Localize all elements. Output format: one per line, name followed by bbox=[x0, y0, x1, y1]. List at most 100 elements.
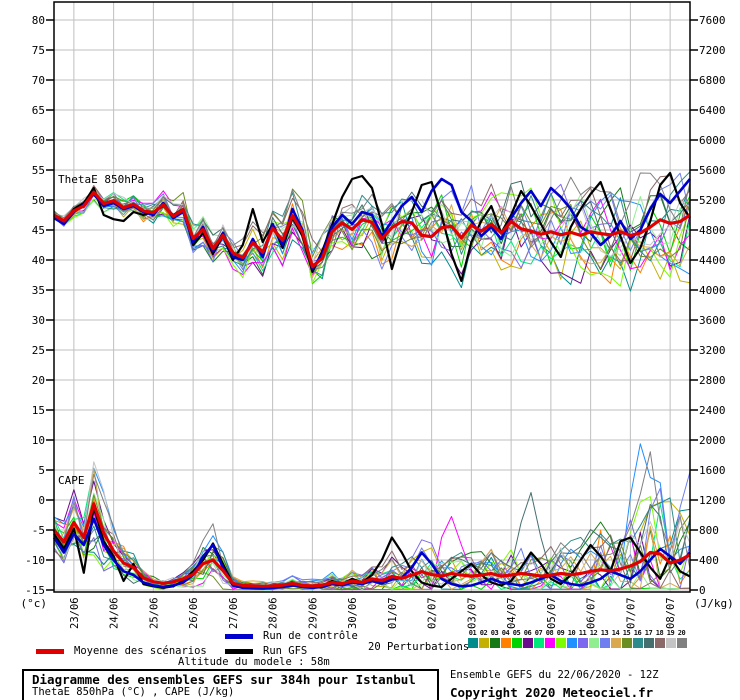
perturbation-key-cell: 08 bbox=[544, 629, 555, 648]
perturbation-number: 12 bbox=[589, 629, 598, 637]
left-tick-label: -15 bbox=[25, 584, 45, 597]
perturbation-number: 11 bbox=[578, 629, 587, 637]
perturbation-key-cell: 20 bbox=[676, 629, 687, 648]
perturbation-color-square bbox=[478, 638, 489, 648]
perturbation-key-cell: 02 bbox=[478, 629, 489, 648]
right-tick-label: 1600 bbox=[699, 464, 726, 477]
left-tick-label: -10 bbox=[25, 554, 45, 567]
perturbation-key-cell: 18 bbox=[654, 629, 665, 648]
date-tick-label: 06/07 bbox=[586, 597, 598, 629]
date-tick-label: 26/06 bbox=[188, 597, 200, 629]
perturbation-key-cell: 14 bbox=[610, 629, 621, 648]
perturbation-color-square bbox=[632, 638, 643, 648]
date-tick-label: 25/06 bbox=[148, 597, 160, 629]
perturbation-key-cell: 06 bbox=[522, 629, 533, 648]
perturbation-color-square bbox=[489, 638, 500, 648]
left-tick-label: 10 bbox=[32, 434, 45, 447]
perturbation-number: 18 bbox=[655, 629, 664, 637]
left-tick-label: 30 bbox=[32, 314, 45, 327]
left-tick-label: 5 bbox=[38, 464, 45, 477]
perturbation-key-cell: 09 bbox=[555, 629, 566, 648]
right-tick-label: 4400 bbox=[699, 254, 726, 267]
perturbation-number: 02 bbox=[479, 629, 488, 637]
thetae-panel-label: ThetaE 850hPa bbox=[58, 173, 144, 186]
perturbation-thetae-line bbox=[53, 172, 691, 270]
perturbation-color-square bbox=[511, 638, 522, 648]
perturbation-key-cell: 03 bbox=[489, 629, 500, 648]
right-tick-label: 800 bbox=[699, 524, 719, 537]
perturbation-number: 09 bbox=[556, 629, 565, 637]
control-line-swatch bbox=[225, 633, 253, 639]
perturbation-thetae-line bbox=[53, 191, 691, 265]
perturbation-key-cell: 17 bbox=[643, 629, 654, 648]
left-tick-label: 80 bbox=[32, 14, 45, 27]
right-tick-label: 7200 bbox=[699, 44, 726, 57]
legend-control-label: Run de contrôle bbox=[263, 630, 358, 642]
date-tick-label: 04/07 bbox=[506, 597, 518, 629]
left-tick-label: 0 bbox=[38, 494, 45, 507]
perturbation-color-square bbox=[500, 638, 511, 648]
ensemble-chart: 23/06 24/06 25/06 26/06 27/06 28/06 29/06 30/06… bbox=[21, 1, 734, 629]
left-tick-label: 40 bbox=[32, 254, 45, 267]
perturbation-number: 10 bbox=[567, 629, 576, 637]
perturbation-key-cell: 07 bbox=[533, 629, 544, 648]
series-lines bbox=[52, 171, 692, 591]
perturbations-label-text: 20 Perturbations bbox=[368, 641, 470, 653]
right-tick-label: 1200 bbox=[699, 494, 726, 507]
right-tick-label: 3600 bbox=[699, 314, 726, 327]
left-tick-label: 50 bbox=[32, 194, 45, 207]
left-tick-label: 20 bbox=[32, 374, 45, 387]
perturbation-number: 03 bbox=[490, 629, 499, 637]
left-axis-unit-label: (°c) bbox=[21, 597, 48, 610]
date-tick-label: 24/06 bbox=[109, 597, 121, 629]
perturbation-key-cell: 13 bbox=[599, 629, 610, 648]
perturbation-color-square bbox=[544, 638, 555, 648]
perturbation-number: 17 bbox=[644, 629, 653, 637]
perturbation-number: 19 bbox=[666, 629, 675, 637]
right-tick-label: 6000 bbox=[699, 134, 726, 147]
grid-lines bbox=[54, 2, 690, 592]
legend-perturbations-label: 20 Perturbations bbox=[368, 641, 469, 653]
date-tick-label: 30/06 bbox=[347, 597, 359, 629]
axis-tick-labels: 23/06 24/06 25/06 26/06 27/06 28/06 29/06 30/06… bbox=[25, 14, 725, 629]
perturbation-key-cell: 01 bbox=[467, 629, 478, 648]
perturbation-number: 04 bbox=[501, 629, 510, 637]
perturbation-number: 05 bbox=[512, 629, 521, 637]
title-box: Diagramme des ensembles GEFS sur 384h po… bbox=[22, 669, 439, 700]
left-tick-label: 45 bbox=[32, 224, 45, 237]
date-tick-label: 27/06 bbox=[228, 597, 240, 629]
date-tick-label: 03/07 bbox=[466, 597, 478, 629]
perturbation-number: 20 bbox=[677, 629, 686, 637]
left-tick-label: 55 bbox=[32, 164, 45, 177]
left-tick-label: 70 bbox=[32, 74, 45, 87]
perturbation-number: 15 bbox=[622, 629, 631, 637]
left-tick-label: 15 bbox=[32, 404, 45, 417]
right-tick-label: 7600 bbox=[699, 14, 726, 27]
page-subtitle: ThetaE 850hPa (°C) , CAPE (J/kg) bbox=[32, 686, 235, 698]
perturbation-thetae-line bbox=[53, 188, 691, 270]
perturbation-thetae-line bbox=[53, 172, 691, 271]
right-tick-label: 4000 bbox=[699, 284, 726, 297]
left-tick-label: 65 bbox=[32, 104, 45, 117]
right-tick-label: 2000 bbox=[699, 434, 726, 447]
right-tick-label: 6400 bbox=[699, 104, 726, 117]
perturbation-number: 13 bbox=[600, 629, 609, 637]
perturbation-number: 07 bbox=[534, 629, 543, 637]
date-tick-label: 07/07 bbox=[625, 597, 637, 629]
perturbation-key-cell: 19 bbox=[665, 629, 676, 648]
perturbation-color-square bbox=[654, 638, 665, 648]
mean-line-swatch bbox=[36, 648, 64, 654]
perturbation-color-square bbox=[566, 638, 577, 648]
right-axis-unit-label: (J/kg) bbox=[694, 597, 734, 610]
perturbation-color-square bbox=[588, 638, 599, 648]
gfs-line-swatch bbox=[225, 648, 253, 654]
perturbation-thetae-line bbox=[53, 175, 691, 262]
date-tick-label: 01/07 bbox=[387, 597, 399, 629]
left-tick-label: 25 bbox=[32, 344, 45, 357]
right-tick-label: 5600 bbox=[699, 164, 726, 177]
right-tick-label: 3200 bbox=[699, 344, 726, 357]
date-tick-label: 05/07 bbox=[546, 597, 558, 629]
mean-thetae-line bbox=[53, 190, 691, 269]
date-tick-label: 23/06 bbox=[69, 597, 81, 629]
